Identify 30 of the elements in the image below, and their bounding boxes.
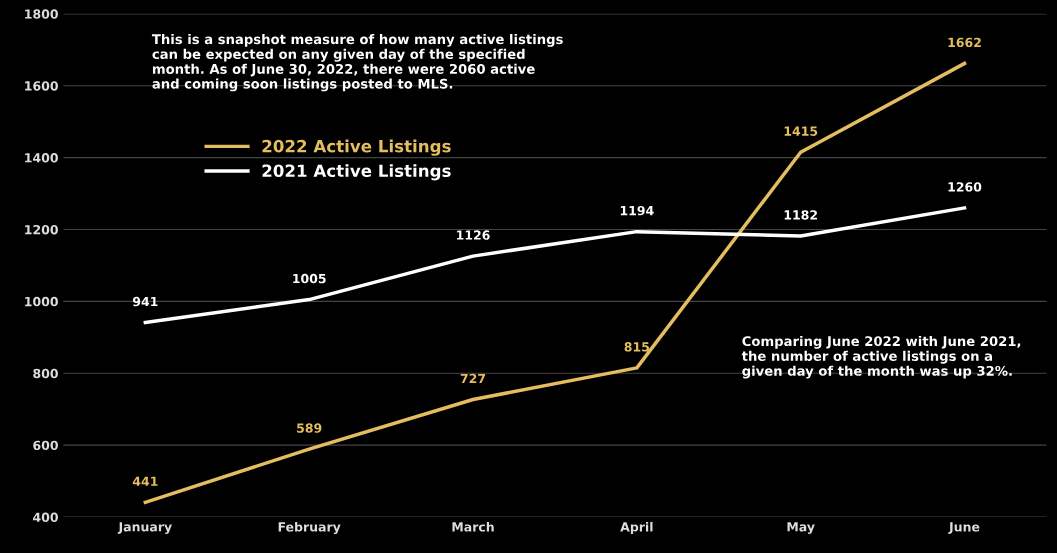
y-tick-label: 1200 — [25, 224, 58, 235]
y-tick-label: 400 — [33, 512, 58, 522]
annotation: This is a snapshot measure of how many active listings can be expected on any given day of the specified month. As of June 30, 2022, there were 2060 active and coming soon listings posted to MLS. — [151, 33, 563, 92]
y-tick-label: 1400 — [25, 153, 58, 163]
data-label: 1415 — [784, 126, 818, 136]
data-label: 941 — [132, 296, 158, 307]
y-tick-label: 800 — [33, 368, 58, 379]
x-tick-label: April — [620, 521, 653, 535]
data-label: 441 — [132, 476, 158, 486]
x-tick-label: May — [787, 522, 815, 535]
x-tick-label: June — [948, 522, 980, 534]
data-label: 815 — [624, 342, 650, 352]
x-tick-label: January — [117, 522, 172, 535]
data-label: 589 — [297, 423, 322, 433]
legend-label: 2022 Active Listings — [262, 139, 451, 156]
data-label: 727 — [460, 373, 486, 384]
x-tick-label: March — [452, 521, 494, 532]
data-label: 1260 — [948, 182, 982, 192]
annotation: Comparing June 2022 with June 2021, the number of active listings on a given day of the month was up 32%. — [741, 335, 1021, 379]
data-label: 1005 — [293, 273, 326, 284]
y-tick-label: 1600 — [25, 81, 58, 91]
data-label: 1126 — [457, 230, 490, 240]
data-label: 1182 — [784, 210, 817, 220]
y-tick-label: 600 — [33, 440, 58, 451]
x-tick-label: February — [278, 521, 341, 535]
data-label: 1662 — [948, 37, 981, 48]
y-tick-label: 1000 — [25, 296, 58, 307]
data-label: 1194 — [620, 205, 654, 216]
y-tick-label: 1800 — [25, 9, 58, 19]
legend-label: 2021 Active Listings — [262, 164, 451, 181]
